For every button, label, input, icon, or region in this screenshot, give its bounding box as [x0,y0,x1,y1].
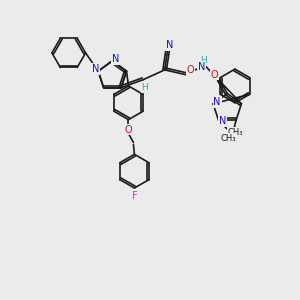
Text: O: O [125,124,132,135]
Text: O: O [187,65,194,75]
Text: CH₃: CH₃ [220,134,236,143]
Text: F: F [132,191,137,201]
Text: H: H [200,56,207,65]
Text: CH₃: CH₃ [228,128,243,137]
Text: N: N [112,54,119,64]
Text: N: N [213,97,221,107]
Text: N: N [198,62,205,72]
Text: N: N [219,116,226,126]
Text: O: O [211,70,218,80]
Text: H: H [142,83,148,92]
Text: N: N [92,64,99,74]
Text: N: N [166,40,173,50]
